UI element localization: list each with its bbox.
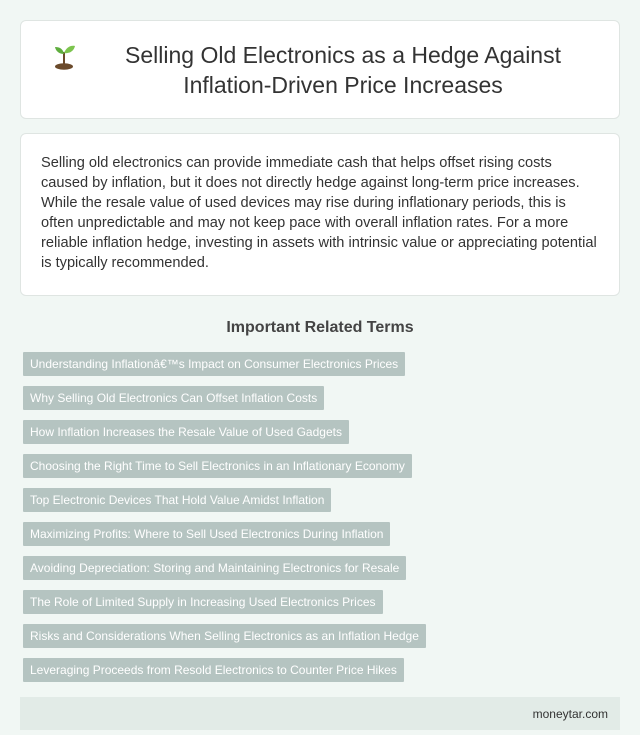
footer: moneytar.com xyxy=(20,697,620,730)
related-term-tag[interactable]: The Role of Limited Supply in Increasing… xyxy=(23,590,383,614)
related-terms-heading: Important Related Terms xyxy=(226,319,414,336)
sprout-icon xyxy=(55,45,75,70)
related-terms-list: Understanding Inflationâ€™s Impact on Co… xyxy=(20,352,620,692)
header-card: Selling Old Electronics as a Hedge Again… xyxy=(20,20,620,119)
related-term-tag[interactable]: Top Electronic Devices That Hold Value A… xyxy=(23,488,332,512)
related-term-tag[interactable]: Understanding Inflationâ€™s Impact on Co… xyxy=(23,352,406,376)
footer-site-label[interactable]: moneytar.com xyxy=(532,706,608,721)
related-term-tag[interactable]: Leveraging Proceeds from Resold Electron… xyxy=(23,658,404,682)
summary-text: Selling old electronics can provide imme… xyxy=(41,155,597,271)
related-term-tag[interactable]: Maximizing Profits: Where to Sell Used E… xyxy=(23,522,391,546)
related-term-tag[interactable]: Choosing the Right Time to Sell Electron… xyxy=(23,454,412,478)
page-title: Selling Old Electronics as a Hedge Again… xyxy=(125,41,561,98)
related-term-tag[interactable]: How Inflation Increases the Resale Value… xyxy=(23,420,349,444)
related-term-tag[interactable]: Why Selling Old Electronics Can Offset I… xyxy=(23,386,325,410)
title-wrap: Selling Old Electronics as a Hedge Again… xyxy=(51,40,589,100)
summary-card: Selling old electronics can provide imme… xyxy=(20,133,620,296)
related-term-tag[interactable]: Risks and Considerations When Selling El… xyxy=(23,624,426,648)
related-term-tag[interactable]: Avoiding Depreciation: Storing and Maint… xyxy=(23,556,407,580)
